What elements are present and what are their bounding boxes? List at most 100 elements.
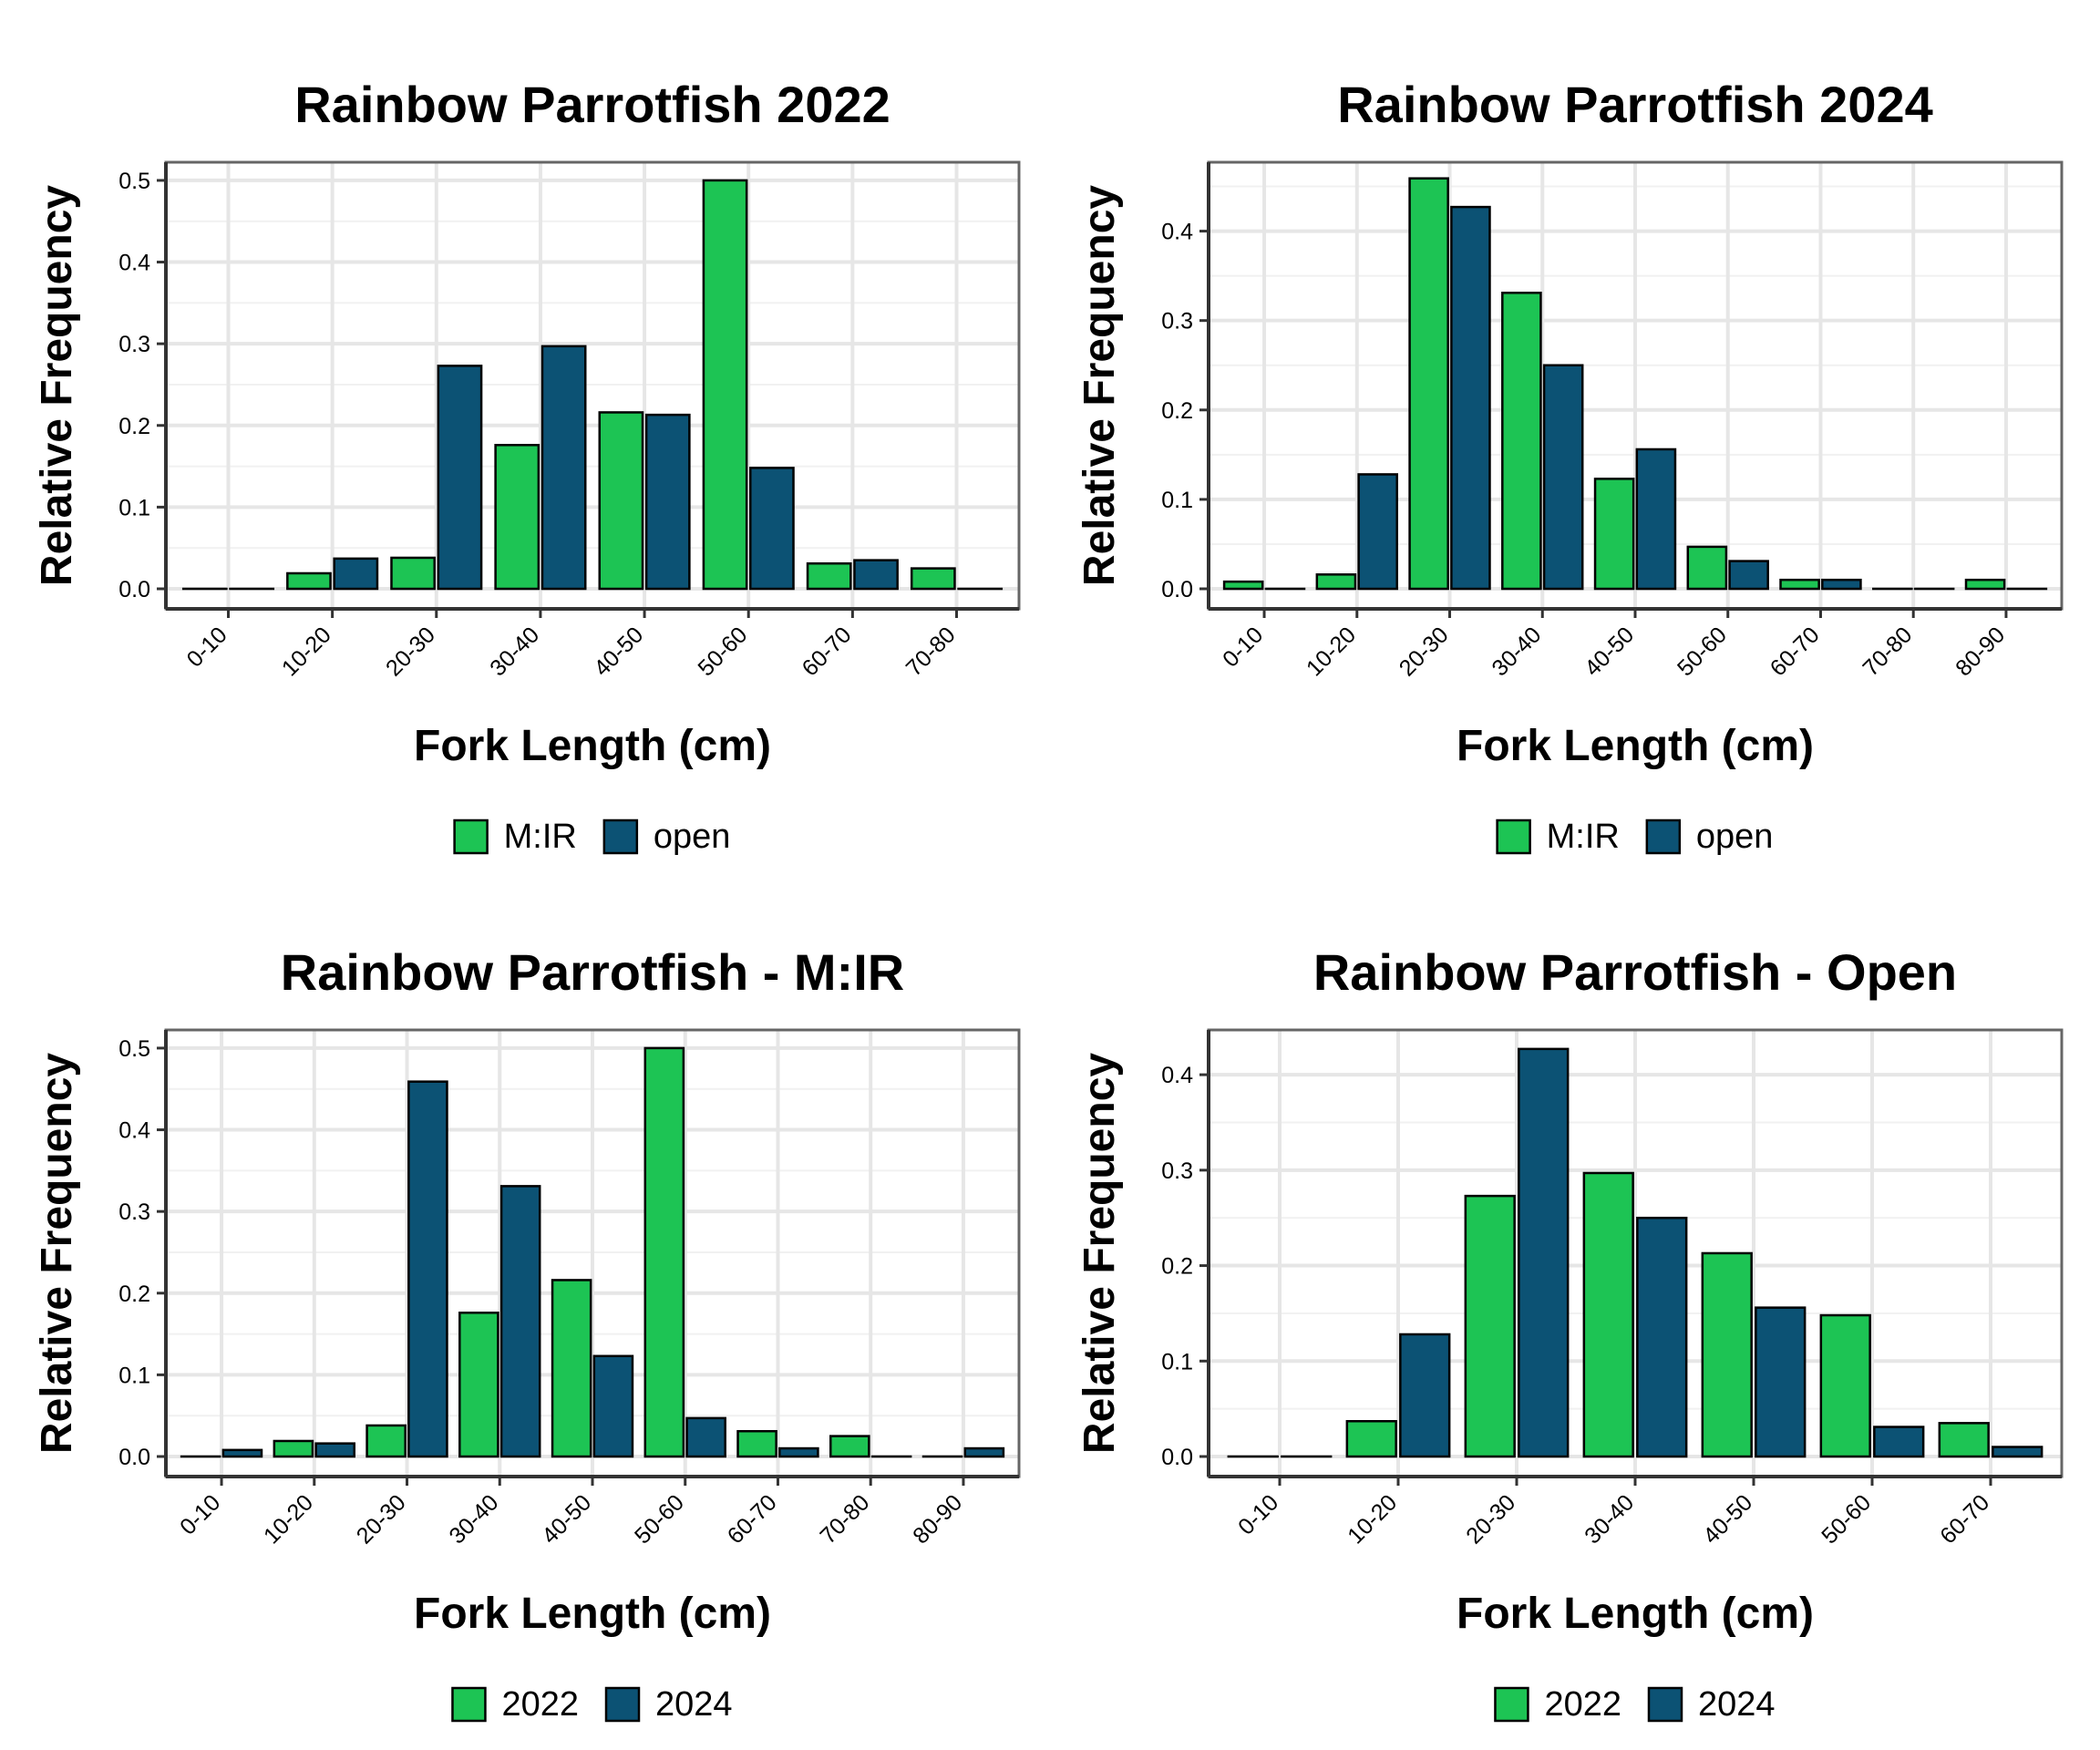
legend-key (1645, 818, 1682, 855)
y-tick-label: 0.0 (118, 577, 150, 602)
y-tick-label: 0.2 (1161, 398, 1193, 424)
x-tick-label: 0-10 (182, 622, 232, 672)
legend-label: M:IR (1547, 818, 1620, 856)
y-tick-label: 0.0 (118, 1445, 150, 1470)
legend-label: 2024 (655, 1685, 733, 1724)
bar (494, 444, 540, 591)
y-tick-label: 0.3 (1161, 309, 1193, 335)
x-tick-label: 70-80 (815, 1489, 874, 1549)
bar (1582, 1171, 1634, 1458)
x-tick-label: 50-60 (1817, 1489, 1876, 1549)
bar (407, 1080, 448, 1458)
bar (643, 1046, 685, 1458)
legend-key (604, 1686, 641, 1723)
x-tick-label: 60-70 (1935, 1489, 1994, 1549)
bar (1873, 1426, 1925, 1458)
legend-label: 2022 (501, 1685, 579, 1724)
y-tick-label: 0.3 (118, 332, 150, 357)
x-tick-label: 10-20 (1343, 1489, 1402, 1549)
x-tick-label: 70-80 (901, 622, 961, 681)
bar (592, 1354, 634, 1458)
legend-label: M:IR (504, 818, 577, 856)
bar (598, 411, 644, 591)
series-open (1264, 205, 2048, 591)
bar (1593, 478, 1635, 591)
legend-key (602, 818, 639, 855)
chart-title: Rainbow Parrotfish - Open (1313, 943, 1957, 1001)
legend-key (1647, 1686, 1683, 1723)
x-tick-label: 50-60 (630, 1489, 689, 1549)
x-tick-label: 60-70 (1765, 622, 1825, 681)
series-open (229, 345, 1004, 591)
y-axis-title: Relative Frequency (1076, 185, 1124, 586)
x-tick-label: 40-50 (589, 622, 648, 681)
x-tick-label: 10-20 (1302, 622, 1361, 681)
bar (806, 561, 852, 591)
plot-background (166, 162, 1019, 609)
bar (685, 1416, 726, 1458)
legend-key (451, 1686, 487, 1723)
bar (1819, 1313, 1871, 1458)
y-tick-label: 0.3 (118, 1199, 150, 1225)
series-2022 (180, 1046, 963, 1458)
chart-panel-2: 0.0 0.1 0.2 0.3 0.4 0-10 10-20 20-30 30-40 40-50 5… (1076, 76, 2064, 856)
bar (551, 1279, 592, 1458)
bar (1636, 1216, 1688, 1458)
y-tick-label: 0.1 (118, 1363, 150, 1388)
bar (1464, 1194, 1516, 1458)
y-tick-label: 0.2 (118, 1282, 150, 1307)
legend-key (453, 818, 489, 855)
x-tick-label: 20-30 (1395, 622, 1454, 681)
y-tick-label: 0.0 (1161, 577, 1193, 602)
x-tick-label: 0-10 (175, 1489, 225, 1539)
series-2022 (1227, 1171, 1990, 1458)
bar (365, 1424, 407, 1458)
bar (749, 467, 795, 591)
chart-panel-1: 0.0 0.1 0.2 0.3 0.4 0.5 0-10 10-20 20-30 30-40 40-… (33, 76, 1021, 856)
chart-title: Rainbow Parrotfish 2022 (294, 76, 890, 133)
y-tick-label: 0.5 (118, 1036, 150, 1062)
legend-label: open (1696, 818, 1774, 856)
x-tick-label: 70-80 (1858, 622, 1917, 681)
legend: M:IR open (1496, 818, 1774, 856)
bar (1701, 1251, 1753, 1458)
x-tick-label: 30-40 (1580, 1489, 1639, 1549)
y-tick-label: 0.4 (1161, 1063, 1193, 1088)
x-axis-title: Fork Length (cm) (1457, 722, 1814, 770)
y-tick-label: 0.2 (118, 414, 150, 439)
bar (1408, 177, 1449, 591)
chart-title: Rainbow Parrotfish 2024 (1337, 76, 1933, 133)
x-tick-label: 50-60 (1673, 622, 1732, 681)
legend: 2022 2024 (1494, 1685, 1776, 1724)
bar (1992, 1446, 2043, 1458)
legend-label: 2022 (1544, 1685, 1621, 1724)
x-tick-label: 40-50 (1698, 1489, 1757, 1549)
x-tick-label: 50-60 (693, 622, 752, 681)
bar (1938, 1422, 1990, 1458)
bar (458, 1312, 499, 1458)
bar (778, 1446, 819, 1458)
bar (1315, 573, 1357, 591)
y-tick-label: 0.4 (1161, 220, 1193, 245)
bar (273, 1439, 314, 1458)
x-tick-label: 20-30 (352, 1489, 411, 1549)
y-axis-title: Relative Frequency (1076, 1053, 1124, 1454)
x-tick-label: 30-40 (444, 1489, 503, 1549)
bar (1821, 578, 1862, 591)
x-tick-label: 10-20 (259, 1489, 318, 1549)
bar (1357, 473, 1398, 591)
legend-key (1496, 818, 1531, 855)
bar (540, 345, 587, 591)
bar (963, 1446, 1005, 1458)
bar (736, 1429, 777, 1458)
bar (1686, 545, 1728, 591)
legend: M:IR open (453, 818, 730, 856)
bar (1450, 205, 1491, 591)
bar (1501, 292, 1542, 591)
bar (1635, 448, 1677, 591)
x-tick-label: 80-90 (908, 1489, 967, 1549)
bar (853, 559, 899, 591)
bar (1345, 1420, 1397, 1458)
y-axis-title: Relative Frequency (33, 1053, 81, 1454)
